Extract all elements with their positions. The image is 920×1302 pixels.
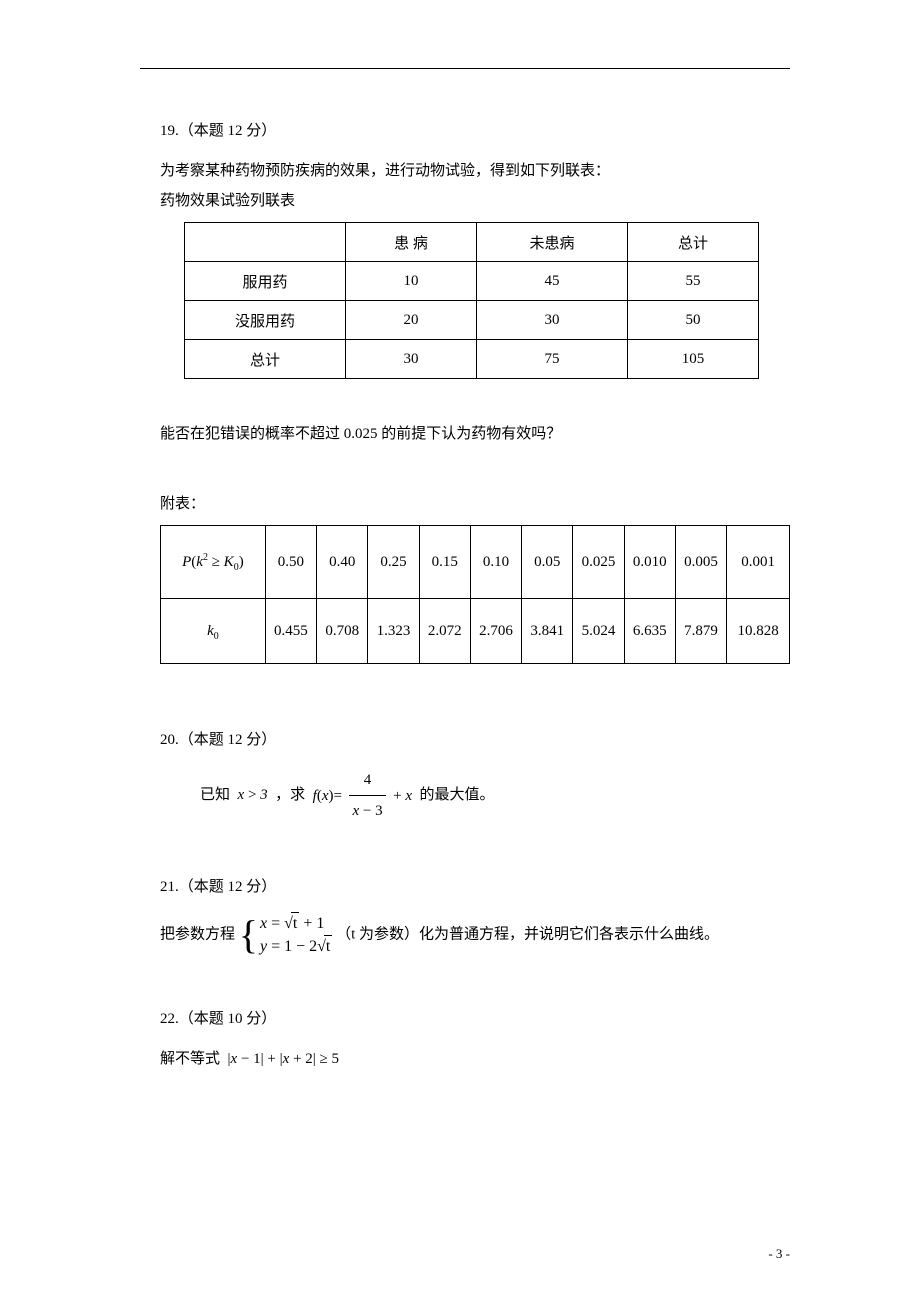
appendix-label-pk: P(k2 ≥ K0) — [161, 526, 266, 599]
q22-body: 解不等式 |x − 1| + |x + 2| ≥ 5 — [160, 1044, 790, 1074]
table-cell: 105 — [628, 340, 759, 379]
table-cell: 未患病 — [477, 223, 628, 262]
appendix-cell: 0.708 — [317, 599, 368, 664]
appendix-cell: 0.455 — [265, 599, 316, 664]
table-cell: 没服用药 — [185, 301, 346, 340]
q19-line1: 为考察某种药物预防疾病的效果，进行动物试验，得到如下列联表： — [160, 156, 790, 186]
q20-prefix: 已知 — [200, 787, 230, 803]
q22-heading: 22.（本题 10 分） — [160, 1004, 790, 1034]
appendix-cell: 0.15 — [419, 526, 470, 599]
q21-eq2: y = 1 − 2√t — [260, 935, 332, 958]
appendix-cell: 0.40 — [317, 526, 368, 599]
q20-plus-x: + x — [389, 781, 415, 811]
appendix-cell: 0.50 — [265, 526, 316, 599]
appendix-cell: 10.828 — [727, 599, 790, 664]
q19-appendix-label: 附表： — [160, 489, 790, 519]
appendix-cell: 0.025 — [573, 526, 624, 599]
appendix-cell: 2.706 — [470, 599, 521, 664]
page-footer: - 3 - — [768, 1246, 790, 1262]
q22-expr: |x − 1| + |x + 2| ≥ 5 — [224, 1051, 339, 1067]
appendix-cell: 1.323 — [368, 599, 419, 664]
appendix-cell: 0.005 — [675, 526, 726, 599]
table-cell: 患 病 — [346, 223, 477, 262]
table-cell: 30 — [346, 340, 477, 379]
q21-suffix: （t 为参数）化为普通方程，并说明它们各表示什么曲线。 — [336, 926, 719, 942]
table-cell: 45 — [477, 262, 628, 301]
q20-func: f(x)= — [309, 781, 346, 811]
q20-suffix: 的最大值。 — [420, 787, 495, 803]
table-cell — [185, 223, 346, 262]
q20-cond: x > 3 — [234, 787, 272, 803]
q21-body: 把参数方程 { x = √t + 1 y = 1 − 2√t （t 为参数）化为… — [160, 912, 790, 958]
q20-fraction: 4 x − 3 — [349, 765, 385, 826]
appendix-cell: 5.024 — [573, 599, 624, 664]
table-cell: 30 — [477, 301, 628, 340]
q20-body: 已知 x > 3 ，求 f(x)= 4 x − 3 + x 的最大值。 — [160, 765, 790, 826]
appendix-label-k0: k0 — [161, 599, 266, 664]
q19-line2: 药物效果试验列联表 — [160, 186, 790, 216]
table-cell: 50 — [628, 301, 759, 340]
page: 19.（本题 12 分） 为考察某种药物预防疾病的效果，进行动物试验，得到如下列… — [0, 0, 920, 1302]
q20-mid: ，求 — [275, 787, 305, 803]
table-cell: 20 — [346, 301, 477, 340]
q19-table: 患 病未患病总计服用药104555没服用药203050总计3075105 — [184, 222, 759, 379]
appendix-cell: 0.25 — [368, 526, 419, 599]
q21-eq1: x = √t + 1 — [260, 912, 332, 935]
appendix-cell: 6.635 — [624, 599, 675, 664]
q19-line3: 能否在犯错误的概率不超过 0.025 的前提下认为药物有效吗？ — [160, 419, 790, 449]
appendix-cell: 3.841 — [522, 599, 573, 664]
table-cell: 10 — [346, 262, 477, 301]
table-cell: 75 — [477, 340, 628, 379]
top-rule — [140, 68, 790, 69]
q19-appendix-table: P(k2 ≥ K0)0.500.400.250.150.100.050.0250… — [160, 525, 790, 664]
appendix-cell: 7.879 — [675, 599, 726, 664]
appendix-cell: 2.072 — [419, 599, 470, 664]
appendix-cell: 0.010 — [624, 526, 675, 599]
appendix-cell: 0.05 — [522, 526, 573, 599]
table-cell: 55 — [628, 262, 759, 301]
q20-heading: 20.（本题 12 分） — [160, 725, 790, 755]
appendix-cell: 0.10 — [470, 526, 521, 599]
q22-prefix: 解不等式 — [160, 1051, 220, 1067]
q19-heading: 19.（本题 12 分） — [160, 116, 790, 146]
q20-frac-num: 4 — [349, 765, 385, 795]
q21-heading: 21.（本题 12 分） — [160, 872, 790, 902]
appendix-cell: 0.001 — [727, 526, 790, 599]
table-cell: 总计 — [185, 340, 346, 379]
table-cell: 服用药 — [185, 262, 346, 301]
q21-prefix: 把参数方程 — [160, 926, 235, 942]
q20-frac-den: x − 3 — [349, 795, 385, 826]
q21-system: { x = √t + 1 y = 1 − 2√t — [239, 912, 333, 958]
table-cell: 总计 — [628, 223, 759, 262]
